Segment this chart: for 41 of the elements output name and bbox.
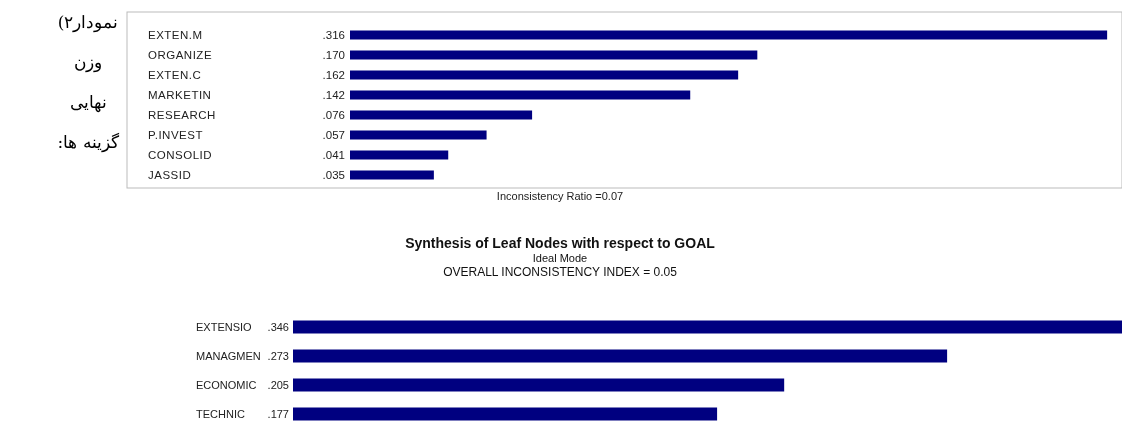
bar <box>350 90 691 100</box>
data-label: .205 <box>267 378 289 391</box>
bar <box>350 70 739 80</box>
y-tick-label: RESEARCH <box>148 109 216 122</box>
bar <box>350 150 449 160</box>
data-label: .076 <box>322 109 345 122</box>
data-label: .162 <box>322 69 345 82</box>
data-label: .170 <box>322 49 345 62</box>
text: Inconsistency Ratio =0.07 <box>496 190 624 202</box>
bar <box>350 130 487 140</box>
data-label: .346 <box>267 320 289 333</box>
data-label: .273 <box>267 349 289 362</box>
y-tick-label: CONSOLID <box>148 149 213 162</box>
y-tick-label: TECHNIC <box>196 407 245 420</box>
data-label: .177 <box>267 407 289 420</box>
y-tick-label: EXTEN.C <box>148 69 202 82</box>
data-label: .035 <box>322 169 345 182</box>
y-tick-label: JASSID <box>148 169 192 182</box>
y-tick-label: ECONOMIC <box>196 378 257 391</box>
data-label: .142 <box>322 89 345 102</box>
bar <box>350 50 758 60</box>
bar <box>293 378 785 392</box>
bar <box>350 170 434 180</box>
y-tick-label: MARKETIN <box>148 89 212 102</box>
y-tick-label: ORGANIZE <box>148 49 213 62</box>
data-label: .316 <box>322 29 345 42</box>
bar <box>350 30 1108 40</box>
bar <box>293 320 1122 334</box>
text: OVERALL INCONSISTENCY INDEX = 0.05 <box>443 265 678 279</box>
bar <box>293 349 948 363</box>
data-label: .041 <box>322 149 345 162</box>
y-tick-label: MANAGMEN <box>196 349 261 362</box>
text: نمودار۲) وزن نهایی گزینه ها: <box>57 12 120 153</box>
data-label: .057 <box>322 129 345 142</box>
chart-title: Synthesis of Leaf Nodes with respect to GOAL <box>405 235 716 251</box>
chart-subtitle: Ideal Mode <box>532 252 588 264</box>
y-tick-label: P.INVEST <box>148 129 203 142</box>
bar <box>293 407 718 421</box>
y-tick-label: EXTENSIO <box>196 320 253 333</box>
bar <box>350 110 533 120</box>
y-tick-label: EXTEN.M <box>148 29 203 42</box>
